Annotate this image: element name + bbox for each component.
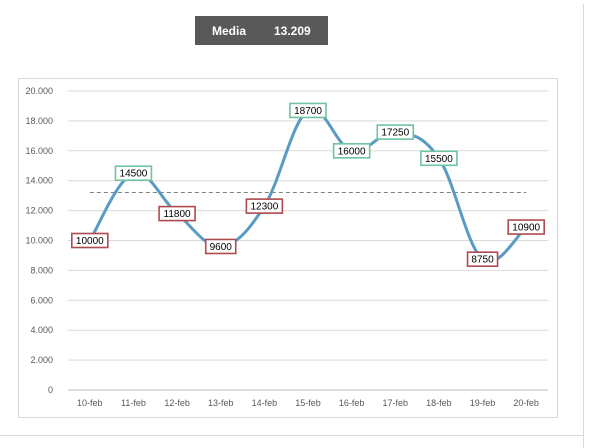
data-label: 18700 xyxy=(294,106,322,117)
data-label-box xyxy=(245,198,284,214)
data-label-box xyxy=(71,232,109,249)
average-label: Media xyxy=(212,24,247,38)
y-tick-label: 4.000 xyxy=(30,325,53,335)
data-label: 8750 xyxy=(471,255,494,266)
data-label-box xyxy=(466,251,499,267)
y-tick-label: 14.000 xyxy=(25,176,53,186)
x-tick-label: 13-feb xyxy=(208,398,234,408)
y-tick-label: 8.000 xyxy=(30,265,53,275)
x-tick-label: 11-feb xyxy=(121,398,146,408)
x-tick-label: 18-feb xyxy=(426,398,452,408)
x-tick-label: 20-feb xyxy=(513,398,539,408)
average-value: 13.209 xyxy=(274,24,311,38)
y-tick-label: 0 xyxy=(48,385,53,395)
data-label: 16000 xyxy=(338,146,366,157)
data-label-box xyxy=(507,219,545,235)
data-label-box xyxy=(332,143,371,159)
data-label-box xyxy=(420,150,458,167)
x-tick-label: 15-feb xyxy=(295,398,321,408)
window-bottom-border xyxy=(0,435,583,436)
data-label-box xyxy=(114,165,153,182)
data-label: 12300 xyxy=(250,202,278,213)
x-tick-label: 17-feb xyxy=(383,398,409,408)
average-box: Media 13.209 xyxy=(195,16,328,45)
data-label-box xyxy=(158,205,196,222)
y-tick-label: 6.000 xyxy=(30,295,53,305)
y-tick-label: 2.000 xyxy=(30,355,53,365)
data-label: 10000 xyxy=(76,236,104,247)
data-label: 9600 xyxy=(210,242,233,253)
data-label-box xyxy=(204,238,237,255)
y-tick-label: 20.000 xyxy=(25,86,53,96)
y-tick-label: 16.000 xyxy=(25,146,53,156)
series-line xyxy=(88,107,528,264)
x-tick-label: 16-feb xyxy=(339,398,365,408)
x-tick-label: 10-feb xyxy=(77,398,103,408)
x-tick-label: 19-feb xyxy=(470,398,496,408)
data-label: 11800 xyxy=(164,209,192,220)
chart-area[interactable] xyxy=(18,78,558,418)
y-tick-label: 10.000 xyxy=(25,236,53,246)
y-tick-label: 18.000 xyxy=(25,116,53,126)
data-label-box xyxy=(376,124,415,140)
window-right-border xyxy=(583,4,584,448)
data-label: 10900 xyxy=(512,223,540,234)
x-tick-label: 14-feb xyxy=(252,398,278,408)
x-tick-label: 12-feb xyxy=(164,398,190,408)
data-label: 14500 xyxy=(120,169,148,180)
data-label: 17250 xyxy=(381,128,409,139)
data-label-box xyxy=(289,102,327,119)
data-label: 15500 xyxy=(425,154,453,165)
y-tick-label: 12.000 xyxy=(25,206,53,216)
